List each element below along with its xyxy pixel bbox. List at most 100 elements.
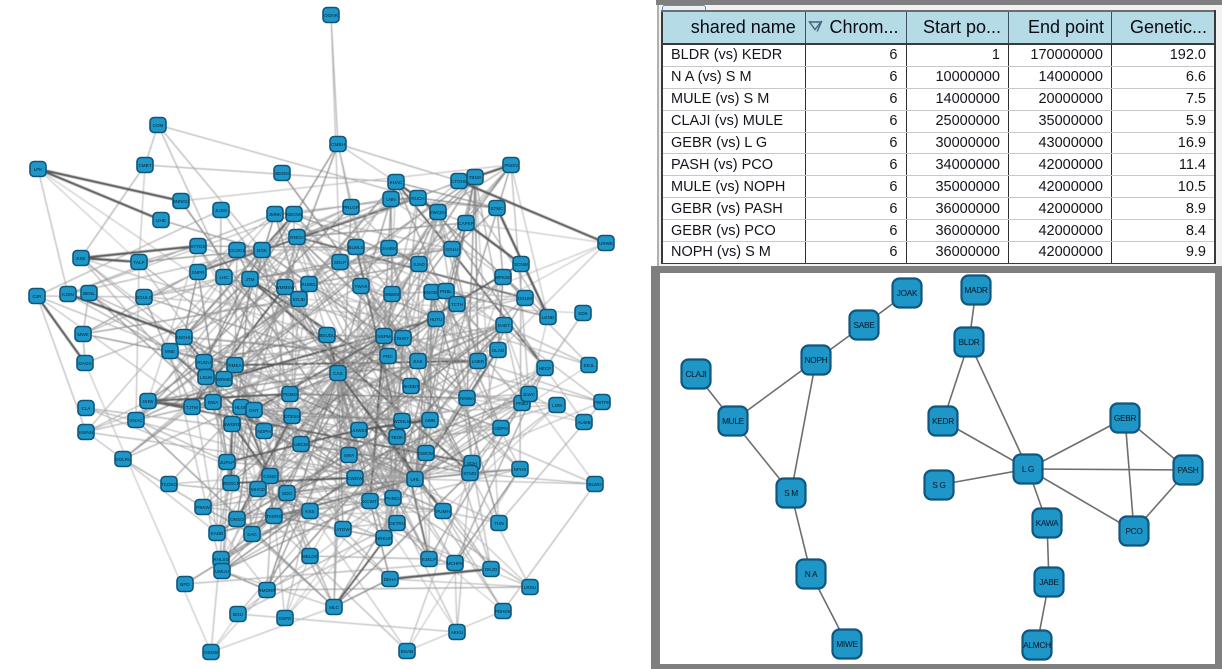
svg-text:SJAD: SJAD bbox=[413, 262, 425, 267]
svg-text:CAPKP: CAPKP bbox=[458, 221, 474, 226]
svg-text:N A: N A bbox=[805, 569, 818, 579]
svg-text:EWCEH: EWCEH bbox=[429, 210, 446, 215]
svg-text:JABE: JABE bbox=[1039, 577, 1059, 587]
svg-text:RLWEL: RLWEL bbox=[301, 282, 317, 287]
svg-text:BPD: BPD bbox=[180, 582, 190, 587]
svg-text:MNE: MNE bbox=[165, 349, 175, 354]
svg-text:CCOGL: CCOGL bbox=[229, 248, 246, 253]
svg-text:KCWT: KCWT bbox=[363, 499, 377, 504]
svg-text:BLWLS: BLWLS bbox=[348, 245, 363, 250]
svg-text:TALP: TALP bbox=[133, 260, 144, 265]
svg-text:PSKW: PSKW bbox=[196, 505, 210, 510]
svg-text:MCHPK: MCHPK bbox=[447, 561, 465, 566]
svg-text:ONSO: ONSO bbox=[230, 517, 244, 522]
svg-text:DEHA: DEHA bbox=[384, 577, 398, 582]
svg-text:LRSU: LRSU bbox=[524, 585, 536, 590]
svg-text:SABE: SABE bbox=[854, 320, 876, 330]
svg-text:DGK: DGK bbox=[257, 248, 268, 253]
svg-text:EADB: EADB bbox=[211, 531, 224, 536]
svg-text:PRLGP: PRLGP bbox=[343, 205, 359, 210]
svg-text:S G: S G bbox=[932, 480, 945, 490]
svg-text:GNAC: GNAC bbox=[129, 418, 143, 423]
svg-text:TBNO: TBNO bbox=[469, 175, 482, 180]
svg-text:UUWSS: UUWSS bbox=[350, 428, 367, 433]
svg-text:SAG: SAG bbox=[247, 532, 257, 537]
svg-text:TCDEO: TCDEO bbox=[161, 482, 178, 487]
svg-text:SDO: SDO bbox=[282, 491, 292, 496]
svg-text:TCTH: TCTH bbox=[451, 302, 463, 307]
svg-text:EEJL: EEJL bbox=[584, 363, 595, 368]
svg-text:KSS: KSS bbox=[305, 509, 314, 514]
svg-text:DHW: DHW bbox=[143, 399, 155, 404]
svg-text:PCO: PCO bbox=[1125, 526, 1143, 536]
svg-text:NWGRD: NWGRD bbox=[223, 422, 242, 427]
svg-text:TJTW: TJTW bbox=[186, 405, 199, 410]
svg-text:OKTRU: OKTRU bbox=[389, 521, 405, 526]
svg-text:KHAC: KHAC bbox=[390, 180, 403, 185]
svg-text:NSPM: NSPM bbox=[377, 334, 390, 339]
svg-text:JMNK: JMNK bbox=[269, 212, 282, 217]
svg-text:MLC: MLC bbox=[329, 605, 339, 610]
svg-text:KNGHU: KNGHU bbox=[176, 335, 193, 340]
svg-text:GOLU: GOLU bbox=[445, 247, 458, 252]
svg-text:LNER: LNER bbox=[472, 359, 485, 364]
svg-text:BSAB: BSAB bbox=[401, 649, 413, 654]
svg-text:ALMCH: ALMCH bbox=[1023, 640, 1051, 650]
svg-text:STTDS: STTDS bbox=[190, 244, 205, 249]
svg-text:UBCM: UBCM bbox=[294, 442, 308, 447]
svg-text:DAOS: DAOS bbox=[78, 361, 91, 366]
svg-text:LSLW: LSLW bbox=[200, 375, 213, 380]
svg-text:CWDW: CWDW bbox=[347, 476, 363, 481]
svg-text:EAET: EAET bbox=[498, 323, 510, 328]
svg-text:EGJD: EGJD bbox=[293, 297, 306, 302]
svg-text:PDMD: PDMD bbox=[283, 392, 297, 397]
svg-text:MULE: MULE bbox=[722, 416, 745, 426]
svg-text:GGULG: GGULG bbox=[136, 295, 153, 300]
svg-text:PRC: PRC bbox=[383, 354, 393, 359]
svg-text:THN: THN bbox=[494, 521, 503, 526]
svg-text:RUCH: RUCH bbox=[411, 196, 424, 201]
svg-text:UHL: UHL bbox=[410, 477, 420, 482]
svg-text:PUMH: PUMH bbox=[436, 509, 450, 514]
svg-text:HECP: HECP bbox=[539, 366, 552, 371]
svg-text:MADR: MADR bbox=[964, 285, 988, 295]
svg-text:DGUM: DGUM bbox=[518, 296, 532, 301]
svg-text:JTM: JTM bbox=[246, 277, 255, 282]
svg-text:SCNW: SCNW bbox=[514, 262, 529, 267]
svg-text:SDH: SDH bbox=[467, 461, 477, 466]
svg-text:CTOHS: CTOHS bbox=[451, 179, 467, 184]
svg-text:L G: L G bbox=[1022, 464, 1034, 474]
svg-text:NOPH: NOPH bbox=[805, 355, 828, 365]
svg-text:WBEM: WBEM bbox=[385, 292, 399, 297]
svg-text:JAAEK: JAAEK bbox=[382, 246, 397, 251]
svg-text:MHOD: MHOD bbox=[251, 487, 266, 492]
svg-text:PASH: PASH bbox=[1178, 465, 1199, 475]
svg-text:NNWA: NNWA bbox=[460, 396, 475, 401]
svg-text:EAS: EAS bbox=[413, 359, 422, 364]
svg-text:LKND: LKND bbox=[542, 315, 555, 320]
svg-text:BLDR: BLDR bbox=[959, 337, 980, 347]
svg-text:CLAJI: CLAJI bbox=[685, 369, 706, 379]
svg-text:SDLP: SDLP bbox=[334, 260, 346, 265]
svg-text:RHLSS: RHLSS bbox=[213, 557, 228, 562]
svg-text:WMMSW: WMMSW bbox=[275, 285, 295, 290]
svg-text:OJR: OJR bbox=[32, 294, 42, 299]
svg-text:WRMD: WRMD bbox=[217, 377, 232, 382]
svg-text:AKKU: AKKU bbox=[451, 630, 464, 635]
svg-text:ODPN: ODPN bbox=[494, 426, 507, 431]
svg-text:OGNR: OGNR bbox=[324, 13, 338, 18]
svg-text:SNPR: SNPR bbox=[192, 270, 205, 275]
svg-text:TWAK: TWAK bbox=[354, 284, 368, 289]
svg-text:GSPE: GSPE bbox=[279, 616, 292, 621]
svg-text:BHDBT: BHDBT bbox=[403, 384, 419, 389]
svg-text:MELDC: MELDC bbox=[302, 554, 319, 559]
svg-text:SWA: SWA bbox=[344, 453, 355, 458]
svg-text:COM: COM bbox=[153, 123, 164, 128]
svg-text:HUTU: HUTU bbox=[430, 317, 443, 322]
svg-text:BLWO: BLWO bbox=[588, 482, 602, 487]
svg-text:AUMB: AUMB bbox=[577, 420, 590, 425]
svg-text:HRKUP: HRKUP bbox=[376, 536, 392, 541]
svg-text:KJSN: KJSN bbox=[62, 292, 74, 297]
svg-text:PBHGK: PBHGK bbox=[495, 609, 512, 614]
svg-text:LPK: LPK bbox=[34, 167, 44, 172]
